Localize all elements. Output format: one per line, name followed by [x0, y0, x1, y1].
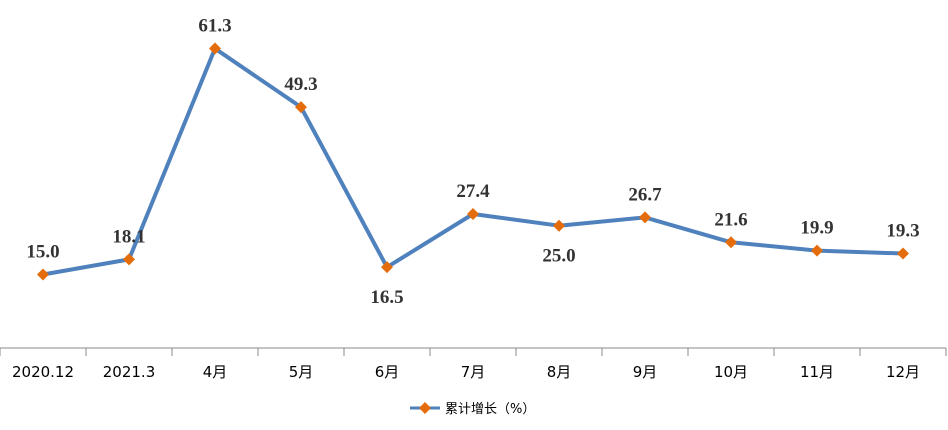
data-point-marker	[639, 211, 651, 224]
series-cumulative-growth: 15.0 18.1 61.3 49.3 16.5 27.4 25.0 26.7 21.6 19.9…	[26, 16, 919, 309]
x-tick-label: 5月	[289, 363, 314, 381]
x-tick-label: 8月	[547, 363, 572, 381]
x-axis: 2020.12 2021.3 4月 5月 6月 7月 8月 9月 10月 11月 12月	[0, 347, 947, 381]
data-label: 19.3	[886, 221, 919, 242]
series-line	[42, 46, 904, 277]
data-label: 15.0	[26, 242, 59, 263]
data-label: 49.3	[284, 74, 317, 95]
x-tick-label: 4月	[203, 363, 228, 381]
x-tick-label: 2021.3	[103, 363, 156, 381]
data-label: 25.0	[542, 246, 575, 267]
data-label: 61.3	[198, 16, 231, 37]
data-point-marker	[209, 42, 221, 55]
data-point-marker	[467, 207, 479, 220]
data-label: 27.4	[456, 181, 490, 202]
x-tick-label: 7月	[461, 363, 486, 381]
data-point-marker	[897, 247, 909, 260]
x-tick-label: 2020.12	[12, 363, 74, 381]
legend-label: 累计增长（%）	[445, 402, 535, 417]
data-point-marker	[553, 219, 565, 232]
data-label: 26.7	[628, 184, 662, 205]
data-label: 19.9	[800, 218, 833, 239]
data-point-marker	[295, 101, 307, 114]
x-tick-label: 6月	[375, 363, 400, 381]
data-point-marker	[811, 244, 823, 257]
x-tick-label: 10月	[714, 363, 748, 381]
x-tick-label: 9月	[633, 363, 658, 381]
data-label: 21.6	[714, 209, 747, 230]
x-tick-label: 11月	[800, 363, 834, 381]
data-point-marker	[725, 236, 737, 249]
data-point-marker	[381, 261, 393, 274]
legend: 累计增长（%）	[410, 402, 535, 417]
legend-diamond-marker	[419, 402, 431, 414]
data-label: 18.1	[112, 226, 145, 247]
x-tick-label: 12月	[886, 363, 920, 381]
data-label: 16.5	[370, 287, 403, 308]
data-point-marker	[123, 253, 135, 266]
data-point-marker	[37, 268, 49, 281]
